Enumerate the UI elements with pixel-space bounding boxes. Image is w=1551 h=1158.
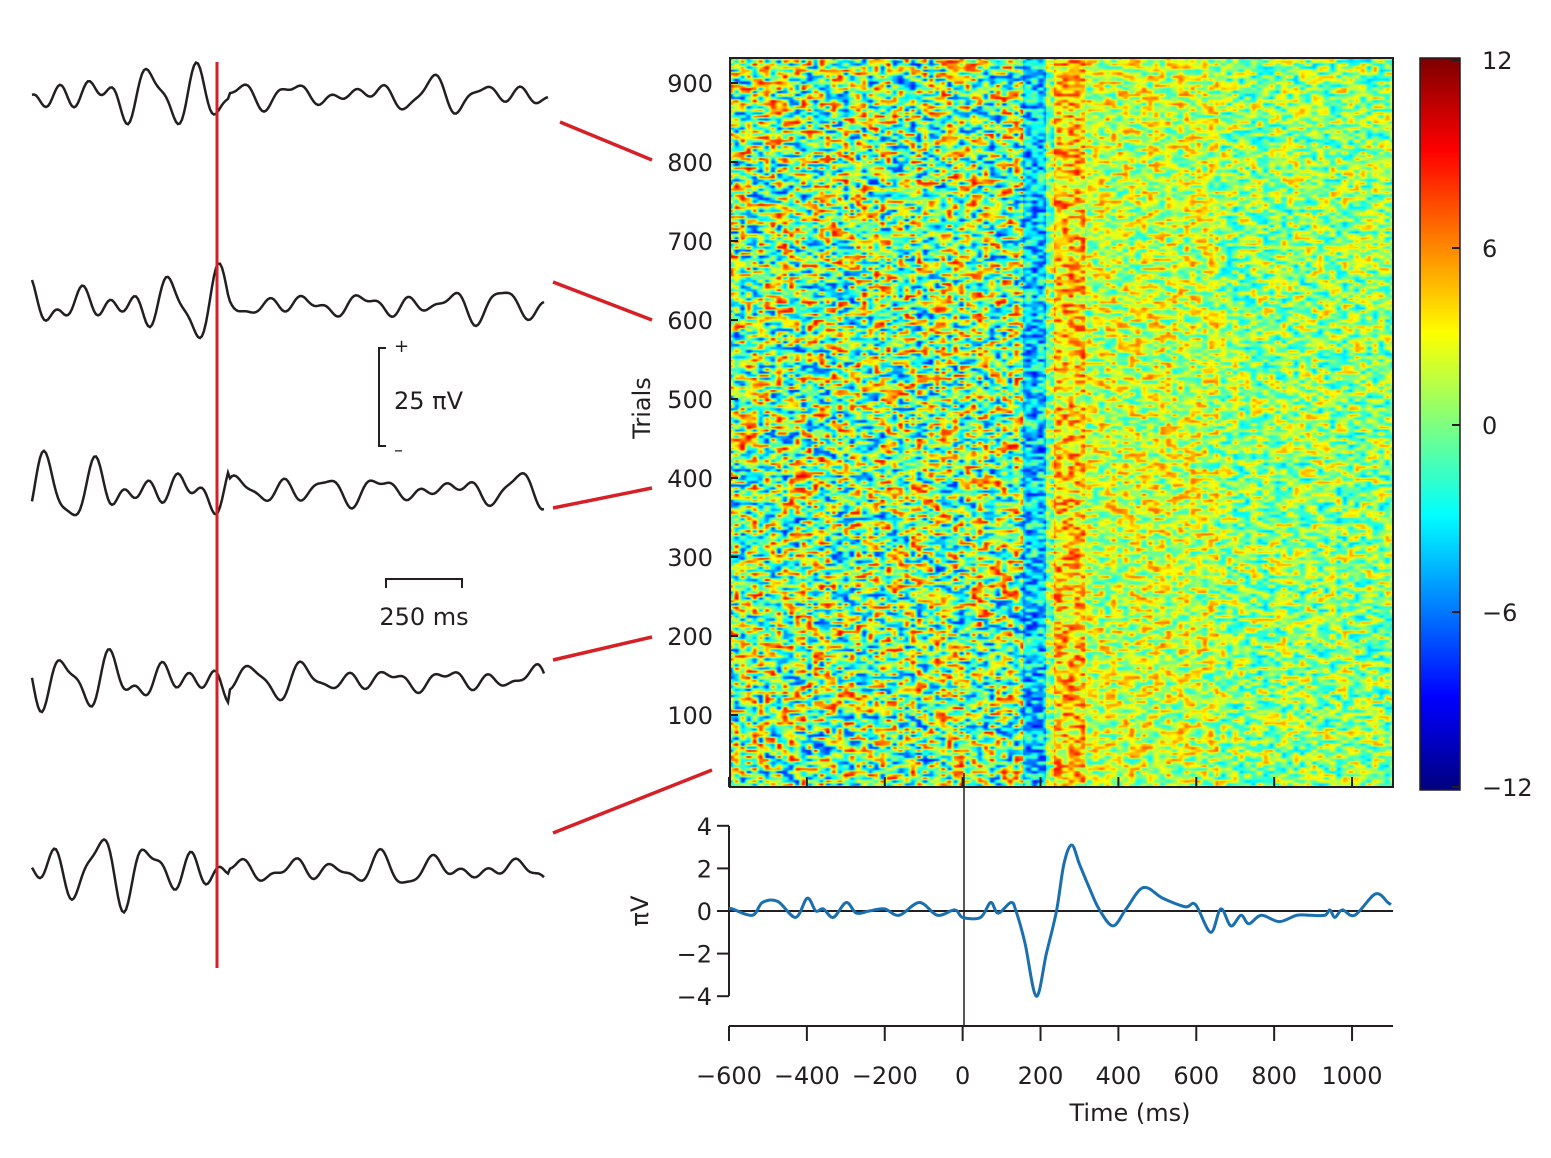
erp-xlabel: Time (ms)	[1069, 1099, 1191, 1127]
single-trial-trace	[30, 449, 545, 517]
erp-ytick-label: 4	[697, 813, 712, 841]
scale-plus: +	[394, 336, 409, 357]
trial-connectors	[552, 120, 713, 835]
erp-xtick-label: −400	[774, 1062, 840, 1090]
colorbar-tick-label: 6	[1482, 235, 1497, 263]
heatmap-ytick-label: 700	[667, 228, 713, 256]
erp-waveform	[727, 843, 1392, 998]
colorbar-tick-label: 12	[1482, 47, 1513, 75]
heatmap-ytick-label: 500	[667, 386, 713, 414]
trial-heatmap	[730, 58, 1393, 787]
voltage-scale-bar: + – 25 πV	[378, 336, 464, 461]
erp-ylabel: πV	[626, 895, 654, 926]
colorbar-tick-label: −12	[1482, 774, 1533, 802]
heatmap-ytick-label: 900	[667, 70, 713, 98]
heatmap-ytick-label: 300	[667, 544, 713, 572]
colorbar-axis: 12 6 0 −6 −12	[1452, 47, 1533, 802]
erp-ytick-label: 2	[697, 855, 712, 883]
erp-axes: 4 2 0 −2 −4 −600 −400 −200 0 200 400 600 800 1000	[677, 813, 1393, 1090]
erp-ytick-label: −4	[677, 983, 712, 1011]
heatmap-ytick-label: 200	[667, 623, 713, 651]
single-trial-trace	[31, 60, 549, 126]
erp-xtick-label: 600	[1173, 1062, 1219, 1090]
heatmap-ytick-label: 400	[667, 465, 713, 493]
erp-xtick-label: −200	[852, 1062, 918, 1090]
erp-ytick-label: 0	[697, 898, 712, 926]
heatmap-ytick-label: 600	[667, 307, 713, 335]
colorbar-tick-label: 0	[1482, 412, 1497, 440]
erp-xtick-label: 400	[1095, 1062, 1141, 1090]
single-trial-traces	[30, 60, 549, 915]
erp-xtick-label: 0	[955, 1062, 970, 1090]
scale-minus: –	[394, 440, 403, 461]
erp-xtick-label: −600	[696, 1062, 762, 1090]
heatmap-axes: 100 200 300 400 500 600 700 800 900	[667, 70, 1354, 787]
heatmap-ytick-label: 800	[667, 149, 713, 177]
colorbar-tick-label: −6	[1482, 599, 1517, 627]
trial-connector-line	[552, 635, 653, 662]
erp-ytick-label: −2	[677, 941, 712, 969]
trial-connector-line	[552, 280, 653, 322]
trial-connector-line	[552, 486, 653, 510]
time-scale-bar: 250 ms	[379, 578, 469, 631]
scale-time-label: 250 ms	[379, 603, 468, 631]
trial-connector-line	[552, 768, 713, 835]
erp-xtick-label: 1000	[1322, 1062, 1383, 1090]
erp-xtick-label: 200	[1018, 1062, 1064, 1090]
scale-voltage-label: 25 πV	[394, 387, 464, 415]
single-trial-trace	[30, 262, 545, 340]
single-trial-trace	[30, 838, 545, 915]
heatmap-frame	[729, 57, 1394, 788]
erp-xtick-label: 800	[1251, 1062, 1297, 1090]
heatmap-ylabel: Trials	[628, 377, 656, 440]
heatmap-ytick-label: 100	[667, 702, 713, 730]
trial-connector-line	[559, 120, 653, 162]
single-trial-trace	[30, 647, 546, 714]
